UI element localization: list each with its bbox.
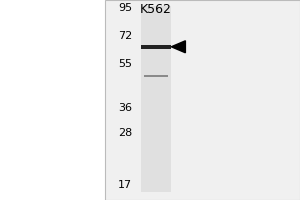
Text: 17: 17	[118, 180, 132, 190]
Bar	[141, 6, 171, 192]
Bar	[144, 75, 168, 77]
Text: 95: 95	[118, 3, 132, 13]
Polygon shape	[171, 41, 185, 53]
Text: K562: K562	[140, 3, 172, 16]
Bar	[105, 0, 300, 200]
Text: 72: 72	[118, 31, 132, 41]
Text: 28: 28	[118, 128, 132, 138]
Text: 36: 36	[118, 103, 132, 113]
Bar	[141, 45, 171, 49]
Text: 55: 55	[118, 59, 132, 69]
